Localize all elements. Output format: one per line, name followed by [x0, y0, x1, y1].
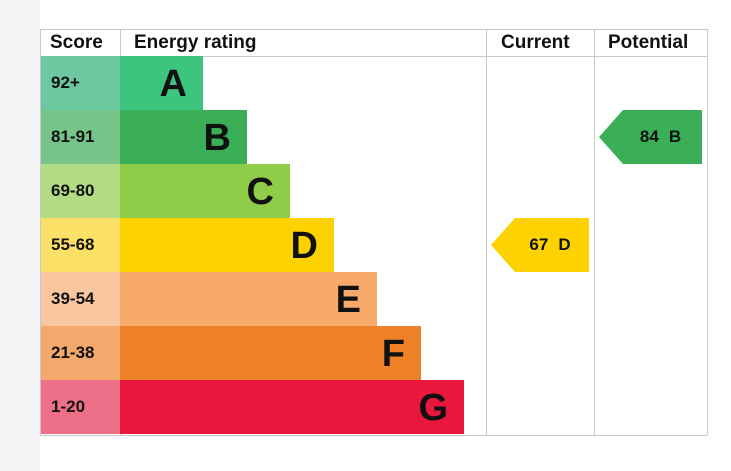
grid-bottom-line — [40, 435, 707, 436]
grid-column-line — [707, 29, 708, 435]
rating-bar-b: B — [120, 110, 247, 164]
header-energy-rating: Energy rating — [134, 32, 257, 53]
score-cell-g: 1-20 — [41, 380, 120, 434]
rating-bar-f: F — [120, 326, 421, 380]
rating-bar-d: D — [120, 218, 334, 272]
potential-marker-label: 84 B — [623, 110, 698, 164]
score-cell-c: 69-80 — [41, 164, 120, 218]
rating-bar-e: E — [120, 272, 377, 326]
header-current: Current — [501, 32, 570, 53]
grid-column-line — [594, 29, 595, 435]
current-value: 67 — [529, 235, 549, 254]
header-bottom-line — [40, 56, 707, 57]
score-cell-b: 81-91 — [41, 110, 120, 164]
current-letter: D — [558, 235, 571, 254]
score-cell-f: 21-38 — [41, 326, 120, 380]
grid-column-line — [40, 29, 41, 435]
header-score: Score — [50, 32, 103, 53]
current-rating-marker: 67 D — [491, 218, 589, 272]
header-potential: Potential — [608, 32, 689, 53]
potential-letter: B — [668, 127, 682, 146]
current-marker-label: 67 D — [515, 218, 585, 272]
score-cell-d: 55-68 — [41, 218, 120, 272]
rating-bar-c: C — [120, 164, 290, 218]
rating-bar-a: A — [120, 56, 203, 110]
score-cell-a: 92+ — [41, 56, 120, 110]
rating-bar-g: G — [120, 380, 464, 434]
grid-top-line — [40, 29, 707, 30]
potential-value: 84 — [639, 127, 659, 146]
potential-rating-marker: 84 B — [599, 110, 702, 164]
grid-column-line — [486, 29, 487, 435]
score-cell-e: 39-54 — [41, 272, 120, 326]
